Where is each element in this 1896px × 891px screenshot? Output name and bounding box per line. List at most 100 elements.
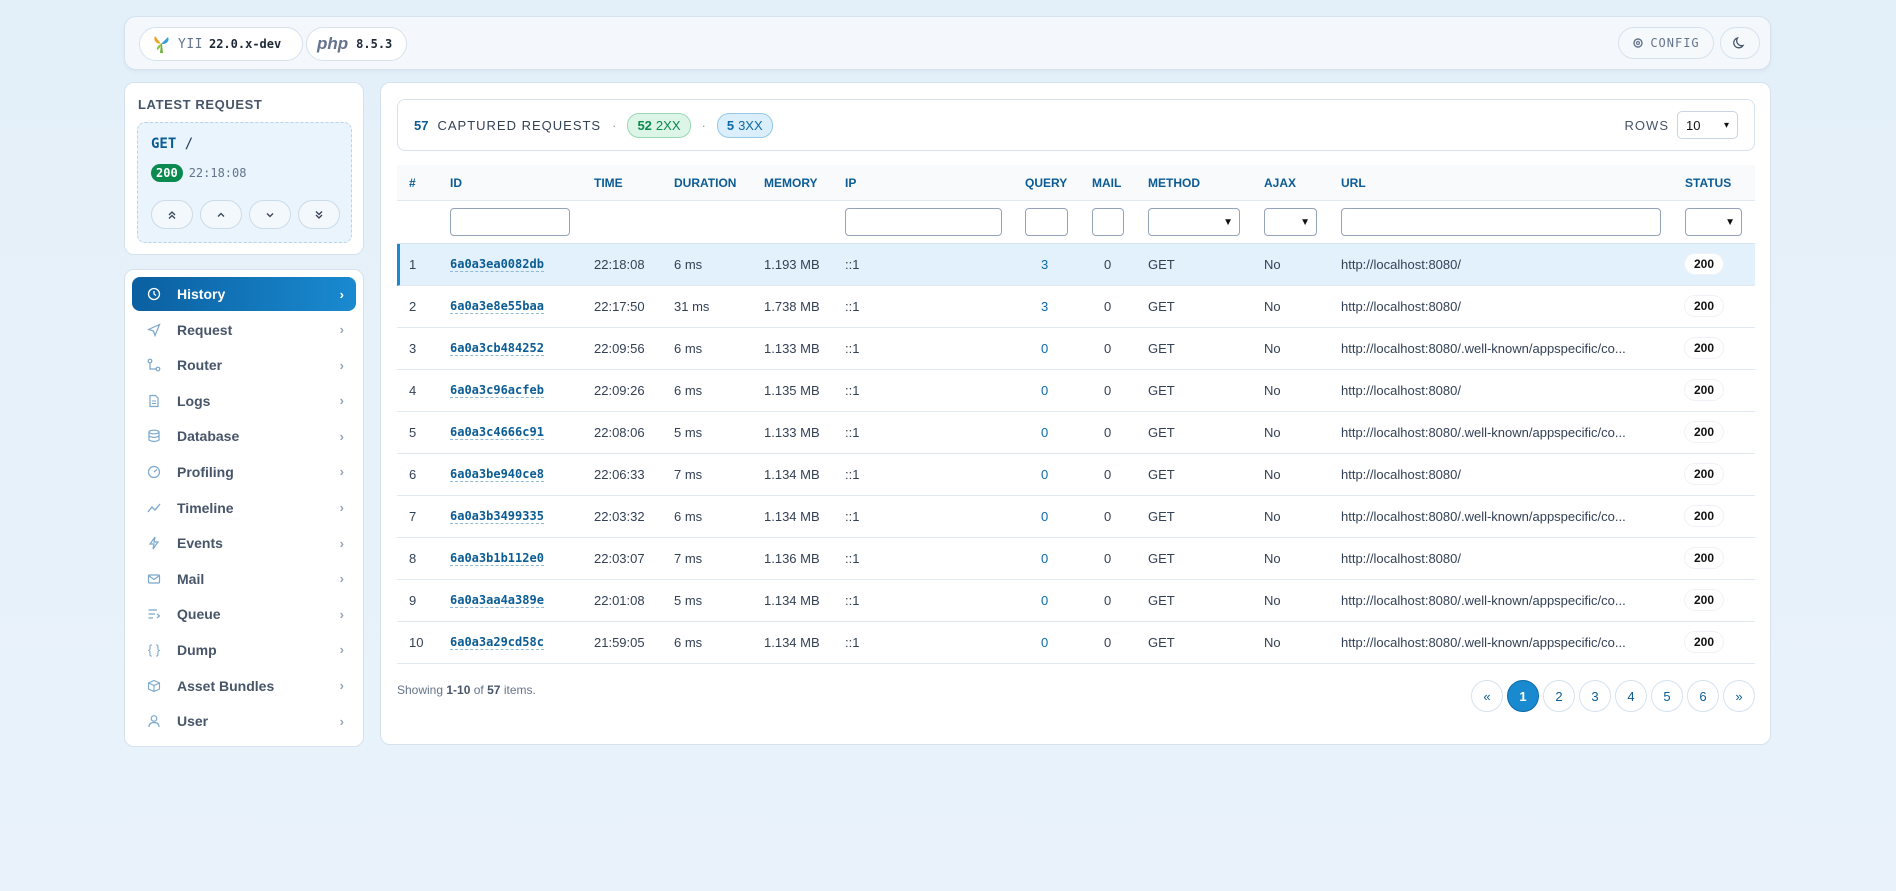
cell-time: 22:09:56 [594,341,645,356]
status-3xx-chip[interactable]: 5 3XX [716,112,773,138]
id-filter-input[interactable] [450,208,570,236]
sidebar-item-mail[interactable]: Mail › [132,562,356,596]
table-row[interactable]: 9 6a0a3aa4a389e 22:01:08 5 ms 1.134 MB::1 0 0 G… [397,580,1755,622]
sidebar-item-dump[interactable]: { } Dump › [132,633,356,667]
sidebar-item-history[interactable]: History › [132,277,356,311]
cell-query[interactable]: 0 [1041,467,1049,482]
cell-query[interactable]: 0 [1041,635,1049,650]
method-filter-select[interactable]: ▼ [1148,208,1240,236]
cell-num: 7 [409,509,417,524]
chevron-right-icon: › [339,500,344,516]
ip-filter-input[interactable] [845,208,1002,236]
page-5-button[interactable]: 5 [1651,680,1683,712]
col-mail[interactable]: MAIL [1092,176,1122,190]
page-4-button[interactable]: 4 [1615,680,1647,712]
cell-query[interactable]: 0 [1041,425,1049,440]
cell-query[interactable]: 0 [1041,509,1049,524]
table-row[interactable]: 6 6a0a3be940ce8 22:06:33 7 ms 1.134 MB::1 0 0 G… [397,454,1755,496]
table-row[interactable]: 3 6a0a3cb484252 22:09:56 6 ms 1.133 MB::1 0 0 G… [397,328,1755,370]
cell-id[interactable]: 6a0a3a29cd58c [450,635,544,650]
cell-query[interactable]: 0 [1041,593,1049,608]
cell-id[interactable]: 6a0a3cb484252 [450,341,544,356]
table-row[interactable]: 5 6a0a3c4666c91 22:08:06 5 ms 1.133 MB::1 0 0 G… [397,412,1755,454]
cell-ip: ::1 [845,383,860,398]
cell-ajax: No [1264,635,1281,650]
sidebar-item-request[interactable]: Request › [132,313,356,347]
rows-select[interactable]: 10 ▾ [1677,111,1738,139]
cell-query[interactable]: 3 [1041,299,1049,314]
status-2xx-chip[interactable]: 52 2XX [627,112,691,138]
col-duration[interactable]: DURATION [674,176,737,190]
col-ajax[interactable]: AJAX [1264,176,1297,190]
latest-request-box[interactable]: GET / 200 22:18:08 [137,122,352,243]
sidebar-item-router[interactable]: Router › [132,348,356,382]
cell-query[interactable]: 0 [1041,383,1049,398]
table-row[interactable]: 4 6a0a3c96acfeb 22:09:26 6 ms 1.135 MB::1 0 0 G… [397,370,1755,412]
prev-page-button[interactable]: « [1471,680,1503,712]
cell-url: http://localhost:8080/ [1341,257,1461,272]
col-ip[interactable]: IP [845,176,857,190]
cell-id[interactable]: 6a0a3b1b112e0 [450,551,544,566]
prev-request-button[interactable] [200,200,242,229]
col-num[interactable]: # [409,176,416,190]
cell-id[interactable]: 6a0a3aa4a389e [450,593,544,608]
showing-prefix: Showing [397,683,444,697]
sidebar-item-label: Dump [177,641,217,658]
sidebar-item-database[interactable]: Database › [132,419,356,453]
col-status[interactable]: STATUS [1685,176,1732,190]
cell-id[interactable]: 6a0a3c4666c91 [450,425,544,440]
page-2-button[interactable]: 2 [1543,680,1575,712]
cell-id[interactable]: 6a0a3ea0082db [450,257,544,272]
col-url[interactable]: URL [1341,176,1366,190]
table-row[interactable]: 8 6a0a3b1b112e0 22:03:07 7 ms 1.136 MB::1 0 0 G… [397,538,1755,580]
query-filter-input[interactable] [1025,208,1068,236]
col-id[interactable]: ID [450,176,462,190]
cell-query[interactable]: 0 [1041,341,1049,356]
page-1-button[interactable]: 1 [1507,680,1539,712]
sidebar-item-asset-bundles[interactable]: Asset Bundles › [132,669,356,703]
cell-id[interactable]: 6a0a3e8e55baa [450,299,544,314]
table-row[interactable]: 1 6a0a3ea0082db 22:18:08 6 ms 1.193 MB::1 3 0 G… [397,244,1755,286]
cell-query[interactable]: 0 [1041,551,1049,566]
sidebar-item-user[interactable]: User › [132,704,356,738]
first-request-button[interactable] [151,200,193,229]
col-query[interactable]: QUERY [1025,176,1068,190]
showing-range: 1-10 [446,683,471,697]
cell-id[interactable]: 6a0a3c96acfeb [450,383,544,398]
cell-id[interactable]: 6a0a3be940ce8 [450,467,544,482]
cell-ip: ::1 [845,341,860,356]
page-3-button[interactable]: 3 [1579,680,1611,712]
col-method[interactable]: METHOD [1148,176,1200,190]
config-button[interactable]: CONFIG [1618,27,1714,59]
next-request-button[interactable] [249,200,291,229]
sidebar-item-timeline[interactable]: Timeline › [132,491,356,525]
table-row[interactable]: 7 6a0a3b3499335 22:03:32 6 ms 1.134 MB::1 0 0 G… [397,496,1755,538]
col-time[interactable]: TIME [594,176,623,190]
sidebar-item-profiling[interactable]: Profiling › [132,455,356,489]
label-2xx: 2XX [655,117,681,133]
next-page-button[interactable]: » [1723,680,1755,712]
file-icon [145,392,163,410]
sidebar-item-events[interactable]: Events › [132,526,356,560]
cell-url: http://localhost:8080/.well-known/appspe… [1341,593,1626,608]
mail-filter-input[interactable] [1092,208,1124,236]
cell-id[interactable]: 6a0a3b3499335 [450,509,544,524]
theme-toggle-button[interactable] [1720,27,1760,59]
table-row[interactable]: 10 6a0a3a29cd58c 21:59:05 6 ms 1.134 MB::1 0 0… [397,622,1755,664]
cell-mail: 0 [1104,467,1112,482]
ajax-filter-select[interactable]: ▼ [1264,208,1317,236]
url-filter-input[interactable] [1341,208,1661,236]
cell-url: http://localhost:8080/.well-known/appspe… [1341,635,1626,650]
cell-time: 22:03:07 [594,551,645,566]
sidebar-item-label: Timeline [177,499,234,516]
sidebar-item-queue[interactable]: Queue › [132,597,356,631]
page-6-button[interactable]: 6 [1687,680,1719,712]
last-request-button[interactable] [298,200,340,229]
sidebar-item-logs[interactable]: Logs › [132,384,356,418]
table-row[interactable]: 2 6a0a3e8e55baa 22:17:50 31 ms 1.738 MB::1 3 0… [397,286,1755,328]
col-memory[interactable]: MEMORY [764,176,818,190]
cell-time: 21:59:05 [594,635,645,650]
status-filter-select[interactable]: ▼ [1685,208,1742,236]
cell-query[interactable]: 3 [1041,257,1049,272]
cell-memory: 1.134 MB [764,509,820,524]
